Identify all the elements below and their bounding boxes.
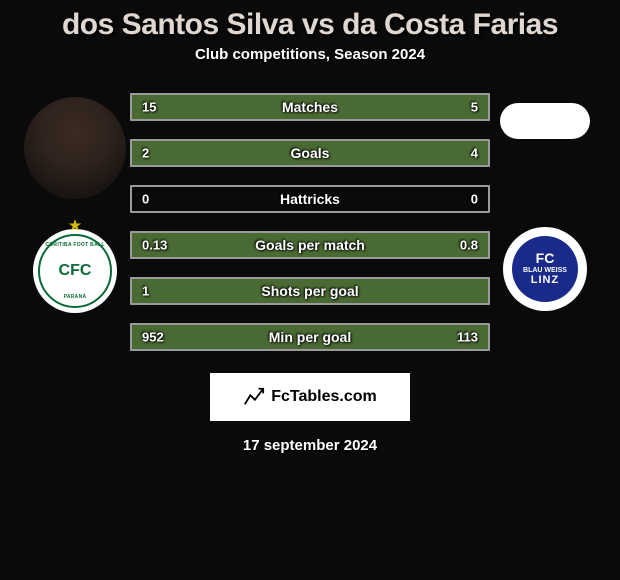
stat-value-right: 0.8: [460, 238, 478, 253]
stat-label: Goals per match: [255, 237, 365, 253]
stat-value-left: 952: [142, 330, 164, 345]
crest-right-fc: FC: [536, 251, 555, 266]
stat-value-left: 0: [142, 192, 149, 207]
crest-right-line2: LINZ: [531, 274, 559, 286]
date-text: 17 september 2024: [243, 437, 377, 454]
stat-fill-left: [132, 141, 249, 165]
stats-column: Matches 15 5 Goals 2 4 Hattricks 0 0 Goals per ma…: [130, 93, 490, 351]
club-left-crest: ★ CORITIBA FOOT BALL CFC PARANÁ: [33, 229, 117, 313]
stat-bar: Goals per match 0.13 0.8: [130, 231, 490, 259]
stat-value-left: 0.13: [142, 238, 167, 253]
stat-value-right: 5: [471, 100, 478, 115]
comparison-row: ★ CORITIBA FOOT BALL CFC PARANÁ Matches 1…: [0, 93, 620, 351]
stat-bar: Goals 2 4: [130, 139, 490, 167]
stat-label: Hattricks: [280, 191, 340, 207]
player-left-col: ★ CORITIBA FOOT BALL CFC PARANÁ: [20, 93, 130, 313]
chart-icon: [243, 386, 265, 408]
star-icon: ★: [69, 217, 82, 234]
player-left-silhouette: [24, 97, 126, 199]
crest-left-text: CFC: [59, 262, 92, 280]
stat-value-left: 15: [142, 100, 156, 115]
club-right-crest: FC BLAU WEISS LINZ: [503, 227, 587, 311]
crest-right-inner: FC BLAU WEISS LINZ: [512, 236, 578, 302]
stat-label: Min per goal: [269, 329, 351, 345]
stat-label: Shots per goal: [261, 283, 358, 299]
stat-label: Matches: [282, 99, 338, 115]
stat-value-left: 2: [142, 146, 149, 161]
stat-value-right: 0: [471, 192, 478, 207]
crest-bot-text: PARANÁ: [64, 294, 87, 300]
page-title: dos Santos Silva vs da Costa Farias: [62, 8, 558, 42]
crest-top-text: CORITIBA FOOT BALL: [45, 242, 104, 248]
stat-value-left: 1: [142, 284, 149, 299]
brand-text: FcTables.com: [271, 388, 377, 406]
stat-fill-left: [132, 95, 399, 119]
player-right-photo-blank: [500, 103, 590, 139]
stat-label: Goals: [291, 145, 330, 161]
stat-fill-right: [249, 141, 488, 165]
crest-right-line1: BLAU WEISS: [523, 267, 567, 275]
stat-value-right: 113: [457, 330, 478, 345]
stat-bar: Min per goal 952 113: [130, 323, 490, 351]
stat-bar: Hattricks 0 0: [130, 185, 490, 213]
stat-value-right: 4: [471, 146, 478, 161]
page-subtitle: Club competitions, Season 2024: [195, 46, 425, 63]
stat-bar: Matches 15 5: [130, 93, 490, 121]
player-left-photo: [24, 97, 126, 199]
brand-box: FcTables.com: [210, 373, 410, 421]
crest-ring: CORITIBA FOOT BALL CFC PARANÁ: [38, 234, 112, 308]
player-right-col: FC BLAU WEISS LINZ: [490, 93, 600, 311]
stat-bar: Shots per goal 1: [130, 277, 490, 305]
